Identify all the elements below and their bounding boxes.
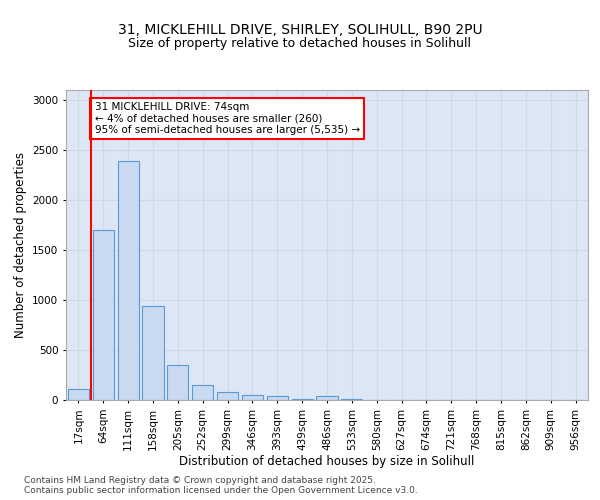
Y-axis label: Number of detached properties: Number of detached properties [14,152,26,338]
Bar [267,396,288,400]
Bar [192,385,213,400]
Bar [341,399,362,400]
Bar [93,230,114,400]
Bar [217,392,238,400]
Bar [292,399,313,400]
Text: 31, MICKLEHILL DRIVE, SHIRLEY, SOLIHULL, B90 2PU: 31, MICKLEHILL DRIVE, SHIRLEY, SOLIHULL,… [118,22,482,36]
Text: 31 MICKLEHILL DRIVE: 74sqm
← 4% of detached houses are smaller (260)
95% of semi: 31 MICKLEHILL DRIVE: 74sqm ← 4% of detac… [95,102,360,135]
Bar [118,161,139,400]
Bar [167,365,188,400]
Bar [68,389,89,400]
Bar [242,394,263,400]
Bar [142,306,164,400]
Bar [316,396,338,400]
Text: Contains HM Land Registry data © Crown copyright and database right 2025.
Contai: Contains HM Land Registry data © Crown c… [24,476,418,495]
Text: Size of property relative to detached houses in Solihull: Size of property relative to detached ho… [128,38,472,51]
X-axis label: Distribution of detached houses by size in Solihull: Distribution of detached houses by size … [179,456,475,468]
